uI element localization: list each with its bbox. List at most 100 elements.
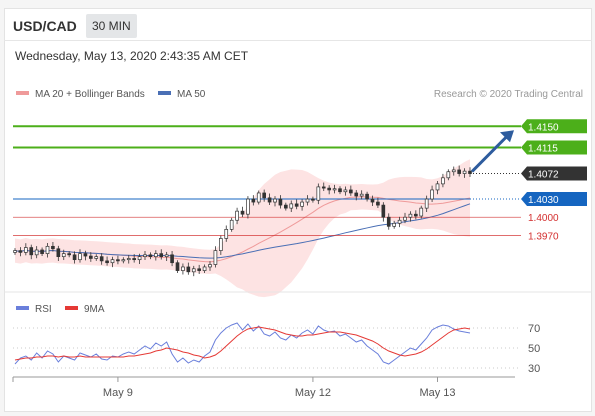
x-tick-label: May 13: [419, 387, 455, 399]
candle-body: [116, 259, 120, 262]
candle-body: [89, 255, 93, 259]
candle-body: [224, 229, 229, 239]
candle-body: [316, 186, 321, 201]
candle-body: [451, 169, 456, 173]
resistance-label: 1.4150: [528, 122, 559, 133]
candle-body: [126, 258, 131, 261]
candle-body: [94, 256, 99, 259]
candle-body: [99, 256, 104, 262]
candle-body: [343, 189, 348, 193]
resistance-label-box: [521, 119, 587, 134]
candle-body: [235, 210, 239, 221]
support-label: 1.4000: [528, 213, 559, 224]
resistance-label: 1.4115: [528, 143, 558, 154]
rsi-line: [14, 322, 471, 365]
candle-body: [13, 250, 17, 253]
rsi-legend-swatch: [16, 306, 29, 310]
candle-body: [78, 253, 82, 261]
candle-body: [143, 254, 147, 257]
candle-body: [34, 249, 39, 256]
candle-body: [175, 262, 180, 271]
candle-body: [300, 201, 304, 207]
rsi-ma-line: [14, 326, 471, 361]
ma20-legend-label: MA 20 + Bollinger Bands: [35, 89, 145, 100]
candle-body: [154, 253, 158, 257]
candle-body: [327, 187, 331, 191]
candle-body: [441, 177, 445, 185]
pivot-label: 1.4030: [528, 195, 559, 206]
support-label: 1.3970: [528, 231, 559, 242]
candle-body: [148, 254, 153, 257]
candle-body: [446, 171, 451, 179]
candle-body: [197, 268, 201, 271]
x-axis: May 9 May 12 May 13: [12, 377, 456, 399]
current-price-box: [521, 166, 587, 181]
ma50-legend-swatch: [158, 91, 171, 95]
candle-body: [219, 238, 223, 251]
candle-body: [262, 192, 266, 199]
ma9-legend-swatch: [65, 306, 78, 310]
candle-body: [164, 254, 169, 257]
candle-body: [229, 219, 234, 230]
candle-body: [213, 250, 218, 265]
symbol-title: USD/CAD: [13, 18, 77, 34]
candle-body: [359, 193, 364, 197]
candle-body: [137, 256, 142, 261]
candle-body: [67, 253, 71, 256]
candle-body: [45, 245, 50, 254]
research-credit: Research © 2020 Trading Central: [434, 89, 583, 100]
candle-body: [121, 259, 126, 262]
candle-body: [376, 201, 380, 206]
candle-body: [256, 192, 261, 203]
timeframe-badge[interactable]: 30 MIN: [86, 14, 137, 38]
candle-body: [386, 216, 391, 227]
resistance-label-box: [521, 140, 587, 155]
candle-body: [56, 248, 61, 257]
current-price-label: 1.4072: [528, 170, 559, 181]
candle-body: [430, 189, 434, 200]
candle-body: [354, 192, 359, 197]
bollinger-band: [15, 159, 470, 298]
candle-body: [294, 203, 299, 207]
datetime-label: Wednesday, May 13, 2020 2:43:35 AM CET: [15, 49, 249, 63]
rsi-legend-label: RSI: [35, 304, 52, 315]
candle-body: [381, 204, 386, 218]
forecast-arrow-shaft: [470, 134, 510, 173]
candle-body: [40, 249, 44, 254]
candle-body: [284, 204, 288, 209]
candle-body: [321, 186, 326, 189]
candle-body: [181, 266, 185, 271]
price-plot: 1.4150 1.4115 1.4072 1.4030 1.4000 1.3970: [13, 119, 587, 298]
candle-body: [311, 198, 315, 201]
candle-body: [18, 250, 23, 253]
x-tick-label: May 12: [295, 387, 331, 399]
candle-body: [273, 198, 277, 203]
candle-body: [105, 260, 109, 264]
candle-body: [191, 268, 196, 273]
candle-body: [83, 253, 88, 257]
rsi-tick-label: 30: [528, 363, 540, 375]
rsi-plot: 70 50 30: [13, 322, 540, 375]
candle-body: [397, 219, 402, 224]
candle-body: [424, 198, 429, 209]
candle-body: [278, 198, 283, 206]
candle-body: [110, 259, 115, 264]
candle-body: [29, 247, 34, 256]
candle-body: [370, 198, 375, 203]
candle-body: [61, 253, 66, 257]
candle-body: [186, 266, 191, 273]
candle-body: [132, 258, 136, 261]
candle-body: [338, 188, 342, 193]
candle-body: [24, 247, 28, 253]
candle-body: [289, 203, 294, 209]
candle-body: [349, 189, 353, 194]
candle-body: [332, 188, 337, 191]
candle-body: [392, 222, 396, 227]
candle-body: [267, 197, 272, 203]
candle-body: [365, 193, 369, 200]
rsi-tick-label: 50: [528, 343, 540, 355]
candle-body: [457, 169, 461, 174]
rsi-tick-label: 70: [528, 323, 540, 335]
candle-body: [51, 245, 55, 250]
